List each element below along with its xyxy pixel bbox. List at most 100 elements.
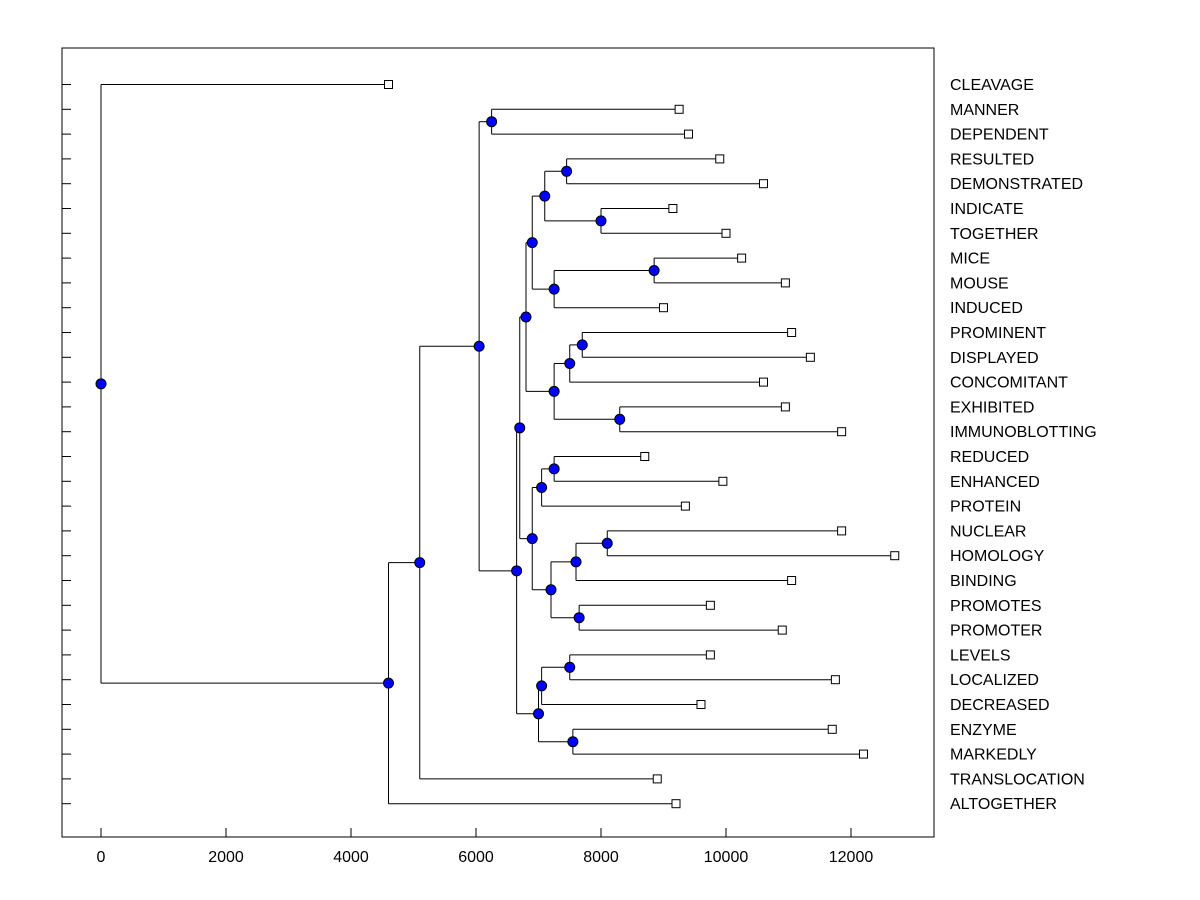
merge-node <box>648 265 660 276</box>
leaf-marker <box>705 650 715 660</box>
leaf-label: PROMOTER <box>950 623 1042 640</box>
merge-node <box>536 482 548 493</box>
leaf-label: CONCOMITANT <box>950 375 1068 392</box>
merge-node <box>526 237 538 249</box>
leaf-marker <box>384 80 393 89</box>
leaf-marker <box>859 749 868 759</box>
leaf-label: DEMONSTRATED <box>950 176 1083 193</box>
x-tick-label: 0 <box>97 849 106 866</box>
merge-node <box>576 339 588 351</box>
merge-node <box>545 584 557 596</box>
merge-node <box>601 537 613 549</box>
leaf-marker <box>805 352 815 362</box>
leaf-marker <box>827 724 837 734</box>
leaf-marker <box>830 675 840 685</box>
leaf-marker <box>659 303 668 313</box>
merge-node <box>539 190 551 202</box>
leaf-marker <box>777 625 787 635</box>
leaf-marker <box>780 402 790 412</box>
leaf-marker <box>787 576 797 585</box>
merge-node <box>514 422 526 434</box>
leaf-label: MICE <box>950 251 990 268</box>
leaf-marker <box>668 204 678 213</box>
merge-node <box>473 340 485 352</box>
x-tick-label: 12000 <box>829 849 874 866</box>
leaf-marker <box>680 501 690 511</box>
merge-node <box>614 413 626 425</box>
leaf-marker <box>674 104 684 114</box>
merge-node <box>536 680 548 692</box>
leaf-marker <box>837 427 847 437</box>
merge-nodes <box>95 116 660 748</box>
leaf-marker <box>759 179 768 189</box>
leaf-label: DECREASED <box>950 697 1050 714</box>
merge-node <box>533 708 544 720</box>
leaf-marker <box>696 700 706 709</box>
merge-node <box>573 612 585 624</box>
leaf-label: EXHIBITED <box>950 399 1034 416</box>
merge-node <box>548 463 560 475</box>
y-tick-marks <box>62 84 71 805</box>
leaf-marker <box>780 278 790 288</box>
leaf-label: RESULTED <box>950 151 1034 168</box>
leaf-label: BINDING <box>950 573 1017 590</box>
leaf-marker <box>890 551 900 561</box>
plot-frame <box>61 47 935 838</box>
merge-node <box>511 565 523 577</box>
merge-node <box>564 661 576 673</box>
leaf-marker <box>715 154 725 164</box>
leaf-label: PROTEIN <box>950 499 1021 516</box>
leaf-label: REDUCED <box>950 449 1029 466</box>
leaf-label: CLEAVAGE <box>950 77 1034 94</box>
leaf-labels: CLEAVAGE MANNER DEPENDENT RESULTED DEMONSTRA… <box>950 77 1097 813</box>
merge-node <box>561 165 573 177</box>
leaf-marker <box>721 228 731 238</box>
leaf-label: LOCALIZED <box>950 672 1039 689</box>
leaf-label: MANNER <box>950 102 1019 119</box>
leaf-label: MOUSE <box>950 275 1009 292</box>
merge-node <box>567 736 579 748</box>
merge-node <box>595 215 607 227</box>
leaf-marker <box>671 799 681 809</box>
merge-node <box>414 557 426 569</box>
leaf-label: ENHANCED <box>950 474 1040 491</box>
merge-node <box>548 283 560 295</box>
merge-node <box>548 385 560 397</box>
leaf-label: INDUCED <box>950 300 1023 317</box>
leaf-label: IMMUNOBLOTTING <box>950 424 1097 441</box>
x-tick-label: 6000 <box>458 849 494 866</box>
leaf-label: ENZYME <box>950 722 1017 739</box>
leaf-marker <box>837 526 847 536</box>
leaf-label: PROMINENT <box>950 325 1046 342</box>
leaf-label: ALTOGETHER <box>950 796 1057 813</box>
leaf-markers <box>384 80 900 809</box>
x-axis: 0 2000 4000 6000 8000 10000 12000 <box>97 828 874 866</box>
leaf-label: HOMOLOGY <box>950 548 1045 565</box>
x-tick-label: 4000 <box>333 849 369 866</box>
leaf-marker <box>705 600 715 610</box>
leaf-label: DEPENDENT <box>950 127 1049 144</box>
x-tick-label: 2000 <box>208 849 244 866</box>
leaf-label: NUCLEAR <box>950 523 1026 540</box>
merge-node <box>486 116 498 128</box>
x-tick-label: 8000 <box>583 849 619 866</box>
leaf-label: TOGETHER <box>950 226 1039 243</box>
leaf-label: MARKEDLY <box>950 747 1037 764</box>
leaf-marker <box>718 476 728 486</box>
leaf-label: PROMOTES <box>950 598 1042 615</box>
merge-node <box>95 378 107 390</box>
merge-node <box>564 358 576 369</box>
merge-node <box>520 311 532 323</box>
x-tick-label: 10000 <box>704 849 749 866</box>
merge-node <box>526 533 538 545</box>
leaf-label: LEVELS <box>950 647 1010 664</box>
leaf-label: DISPLAYED <box>950 350 1039 367</box>
merge-node <box>570 556 582 568</box>
leaf-marker <box>684 129 693 139</box>
leaf-marker <box>759 377 768 387</box>
leaf-label: TRANSLOCATION <box>950 771 1085 788</box>
merge-node <box>383 677 394 689</box>
leaf-marker <box>652 774 662 784</box>
leaf-marker <box>787 328 797 337</box>
